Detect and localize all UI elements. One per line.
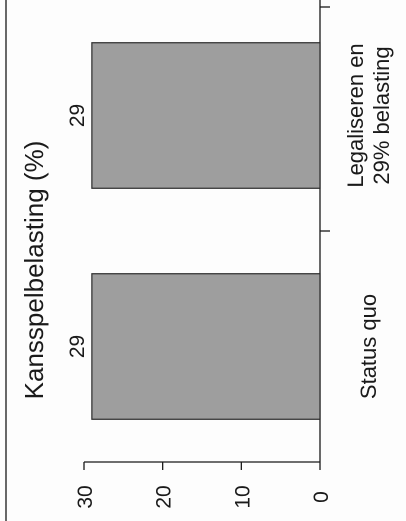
value-axis-ticks: 0 10 20 30 — [74, 462, 333, 509]
data-label: 29 — [66, 335, 89, 358]
value-tick-label: 0 — [310, 491, 333, 503]
chart-title: Kansspelbelasting (%) — [19, 141, 49, 400]
category-labels: Status quo Legaliseren en 29% belasting — [343, 43, 394, 399]
data-label: 29 — [66, 104, 89, 127]
value-tick-label: 20 — [153, 485, 176, 508]
value-tick-label: 30 — [74, 485, 97, 508]
category-axis-ticks — [320, 6, 330, 232]
category-label: Legaliseren en — [343, 43, 368, 187]
bar-series — [91, 42, 321, 420]
bar — [91, 273, 321, 420]
category-label: Status quo — [356, 294, 381, 399]
value-tick-label: 10 — [231, 485, 254, 508]
data-labels: 29 29 — [66, 104, 89, 358]
bar — [91, 42, 321, 189]
category-label: 29% belasting — [369, 46, 394, 184]
